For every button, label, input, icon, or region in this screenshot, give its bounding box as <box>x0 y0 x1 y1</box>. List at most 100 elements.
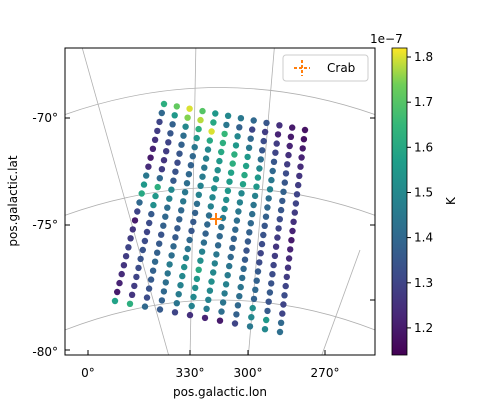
data-point <box>278 320 284 326</box>
data-point <box>277 329 283 335</box>
data-point <box>177 282 183 288</box>
data-point <box>174 160 180 166</box>
data-point <box>159 166 165 172</box>
data-point <box>297 164 303 170</box>
data-point <box>293 200 299 206</box>
data-point <box>288 134 294 140</box>
data-point <box>186 237 192 243</box>
data-point <box>132 217 138 223</box>
data-point <box>250 305 256 311</box>
data-point <box>192 210 198 216</box>
legend-label: Crab <box>327 61 355 75</box>
data-point <box>263 120 269 126</box>
data-point <box>260 232 266 238</box>
data-point <box>150 268 156 274</box>
data-point <box>167 130 173 136</box>
data-point <box>184 180 190 186</box>
data-point <box>284 161 290 167</box>
data-point <box>114 289 120 295</box>
data-point <box>255 174 261 180</box>
data-point <box>184 115 190 121</box>
data-point <box>298 154 304 160</box>
data-point <box>221 131 227 137</box>
data-point <box>183 255 189 261</box>
data-point <box>187 312 193 318</box>
data-point <box>218 308 224 314</box>
data-point <box>245 238 251 244</box>
data-point <box>246 145 252 151</box>
data-point <box>279 198 285 204</box>
data-point <box>190 294 196 300</box>
data-point <box>142 303 148 309</box>
x-axis-label: pos.galactic.lon <box>173 385 267 399</box>
data-point <box>160 223 166 229</box>
data-point <box>228 170 234 176</box>
data-point <box>159 297 165 303</box>
data-point <box>182 189 188 195</box>
data-point <box>146 220 152 226</box>
data-point <box>202 315 208 321</box>
data-point <box>142 238 148 244</box>
data-point <box>181 264 187 270</box>
data-point <box>192 144 198 150</box>
data-point <box>302 127 308 133</box>
data-point <box>225 188 231 194</box>
data-point <box>271 159 277 165</box>
data-point <box>144 229 150 235</box>
data-point <box>223 281 229 287</box>
data-point <box>247 323 253 329</box>
colorbar: 1.2 1.3 1.4 1.5 1.6 1.7 1.8 1e−7 K <box>370 32 458 355</box>
data-point <box>238 115 244 121</box>
data-point <box>152 193 158 199</box>
data-point <box>220 299 226 305</box>
data-point <box>116 280 122 286</box>
data-point <box>180 133 186 139</box>
data-point <box>295 182 301 188</box>
data-point <box>228 254 234 260</box>
data-point <box>125 244 131 250</box>
data-point <box>212 260 218 266</box>
data-point <box>130 226 136 232</box>
data-point <box>204 221 210 227</box>
data-point <box>287 143 293 149</box>
lat-tick-label: -70° <box>32 111 58 125</box>
data-point <box>261 138 267 144</box>
data-point <box>152 259 158 265</box>
data-point <box>164 205 170 211</box>
data-point <box>189 303 195 309</box>
data-point <box>287 246 293 252</box>
data-point <box>249 211 255 217</box>
data-point <box>199 249 205 255</box>
data-point <box>218 149 224 155</box>
data-point <box>178 142 184 148</box>
data-point <box>161 101 167 107</box>
data-point <box>194 201 200 207</box>
data-point <box>148 276 154 282</box>
data-point <box>201 239 207 245</box>
data-point <box>159 110 165 116</box>
data-point <box>275 131 281 137</box>
data-point <box>232 227 238 233</box>
data-point <box>251 117 257 123</box>
data-point <box>283 170 289 176</box>
data-point <box>156 241 162 247</box>
data-point <box>127 235 133 241</box>
data-point <box>223 122 229 128</box>
colorbar-tick-label: 1.4 <box>414 231 433 245</box>
data-point <box>176 216 182 222</box>
data-point <box>207 288 213 294</box>
data-point <box>162 214 168 220</box>
data-point <box>206 212 212 218</box>
data-point <box>248 136 254 142</box>
data-point <box>237 199 243 205</box>
data-point <box>197 117 203 123</box>
data-point <box>158 232 164 238</box>
lon-ticks <box>88 350 325 355</box>
colorbar-tick-label: 1.7 <box>414 95 433 109</box>
data-point <box>269 271 275 277</box>
data-point <box>259 241 265 247</box>
data-point <box>229 245 235 251</box>
data-point <box>215 167 221 173</box>
data-point <box>216 158 222 164</box>
data-point <box>208 128 214 134</box>
